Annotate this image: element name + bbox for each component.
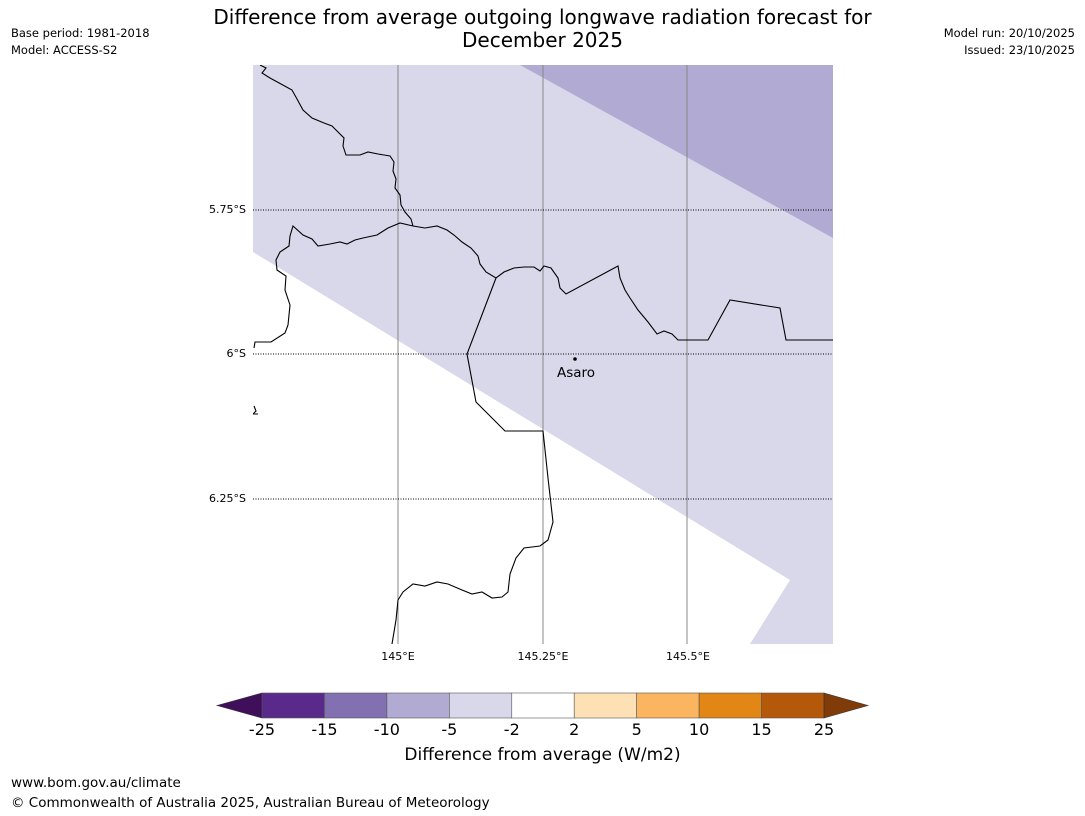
map-title: Difference from average outgoing longwav… bbox=[0, 6, 1085, 52]
boundary-fragment bbox=[253, 405, 258, 415]
colorbar-tick-label: 15 bbox=[751, 720, 772, 739]
boundary-east bbox=[412, 225, 833, 341]
colorbar-segment bbox=[636, 692, 700, 719]
model-run: Model run: 20/10/2025 bbox=[943, 26, 1075, 40]
base-period: Base period: 1981-2018 bbox=[11, 26, 150, 40]
title-line-2: December 2025 bbox=[462, 28, 623, 52]
model-name: Model: ACCESS-S2 bbox=[11, 43, 118, 57]
lon-label-145-5: 145.5°E bbox=[666, 650, 710, 663]
boundary-central bbox=[253, 222, 414, 349]
title-line-1: Difference from average outgoing longwav… bbox=[213, 5, 872, 29]
colorbar-title: Difference from average (W/m2) bbox=[404, 745, 681, 765]
colorbar-tick-label: 10 bbox=[688, 720, 710, 739]
meta-left: Base period: 1981-2018 Model: ACCESS-S2 bbox=[11, 25, 150, 59]
footer-url: www.bom.gov.au/climate bbox=[11, 775, 181, 791]
meta-right: Model run: 20/10/2025 Issued: 23/10/2025 bbox=[944, 25, 1075, 59]
anomaly-region-minus10-minus5 bbox=[520, 65, 833, 238]
colorbar-segment bbox=[449, 692, 513, 719]
lat-label-5-75: 5.75°S bbox=[209, 203, 246, 216]
colorbar-segment bbox=[324, 692, 388, 719]
colorbar-tick-label: -2 bbox=[503, 720, 520, 739]
colorbar-tick-label: -25 bbox=[248, 720, 276, 739]
colorbar-segment bbox=[573, 692, 637, 719]
boundary-south bbox=[391, 277, 554, 644]
lat-label-6-25: 6.25°S bbox=[209, 492, 246, 505]
colorbar-segment bbox=[386, 692, 450, 719]
colorbar-tick-label: 25 bbox=[813, 720, 835, 739]
colorbar-segment bbox=[511, 692, 575, 719]
colorbar-extend-high bbox=[823, 692, 870, 719]
colorbar-tick-label: -10 bbox=[373, 720, 400, 739]
issued-date: Issued: 23/10/2025 bbox=[964, 43, 1075, 57]
place-label-asaro: Asaro bbox=[557, 365, 596, 381]
lon-label-145-25: 145.25°E bbox=[517, 650, 569, 663]
boundary-north-west bbox=[259, 65, 414, 227]
colorbar-segment bbox=[761, 692, 825, 719]
colorbar-tick-label: -5 bbox=[441, 720, 458, 739]
colorbar-tick-label: -15 bbox=[311, 720, 338, 739]
colorbar-tick-label: 5 bbox=[631, 720, 642, 739]
colorbar-extend-low bbox=[215, 692, 263, 719]
asaro-marker bbox=[573, 357, 577, 361]
colorbar-segment bbox=[261, 692, 325, 719]
footer-copyright: © Commonwealth of Australia 2025, Austra… bbox=[11, 795, 490, 811]
lon-label-145: 145°E bbox=[381, 650, 415, 663]
lat-label-6: 6°S bbox=[226, 347, 246, 360]
colorbar-tick-label: 2 bbox=[569, 720, 580, 739]
colorbar-segment bbox=[698, 692, 762, 719]
